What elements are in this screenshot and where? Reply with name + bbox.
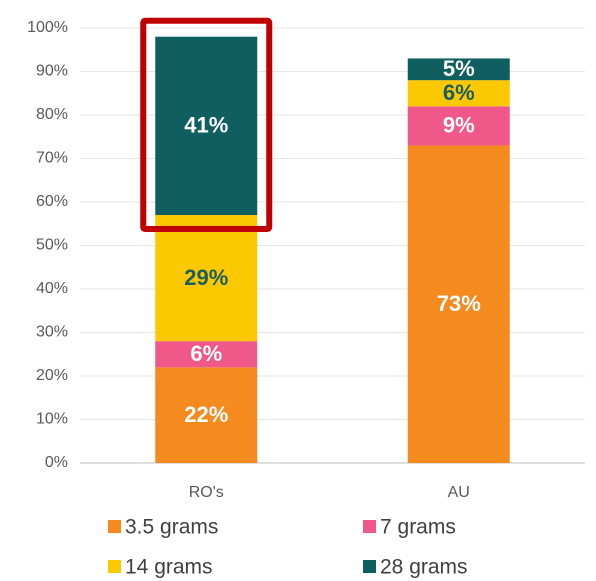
y-tick-label: 0% (45, 454, 68, 471)
y-tick-label: 100% (27, 19, 68, 36)
y-tick-label: 40% (36, 280, 68, 297)
bar-segment (155, 341, 258, 368)
legend-label: 14 grams (125, 556, 213, 579)
highlight-box (140, 17, 273, 233)
bar-segment (407, 106, 510, 146)
bar-segment (155, 367, 258, 463)
data-label: 41% (184, 113, 228, 138)
legend-swatch (363, 520, 376, 533)
bar-segment (155, 215, 258, 342)
bar-segment (155, 36, 258, 216)
legend-swatch (108, 520, 121, 533)
y-tick-label: 30% (36, 324, 68, 341)
legend-swatch (363, 560, 376, 573)
y-tick-label: 50% (36, 237, 68, 254)
data-label: 6% (443, 80, 475, 105)
data-label: 6% (190, 341, 222, 366)
y-tick-label: 80% (36, 106, 68, 123)
x-tick-label: RO's (189, 484, 224, 501)
legend-swatch (108, 560, 121, 573)
bar-segment (407, 58, 510, 81)
data-label: 5% (443, 56, 475, 81)
y-tick-label: 70% (36, 150, 68, 167)
data-label: 73% (437, 291, 481, 316)
data-label: 29% (184, 265, 228, 290)
data-label: 22% (184, 402, 228, 427)
bar-segment (407, 80, 510, 107)
y-tick-label: 60% (36, 193, 68, 210)
legend-label: 7 grams (380, 516, 456, 539)
y-tick-label: 90% (36, 63, 68, 80)
legend-label: 3.5 grams (125, 516, 218, 539)
y-tick-label: 20% (36, 367, 68, 384)
data-label: 9% (443, 113, 475, 138)
x-tick-label: AU (448, 484, 470, 501)
legend-label: 28 grams (380, 556, 468, 579)
bar-segment (407, 145, 510, 463)
y-tick-label: 10% (36, 411, 68, 428)
